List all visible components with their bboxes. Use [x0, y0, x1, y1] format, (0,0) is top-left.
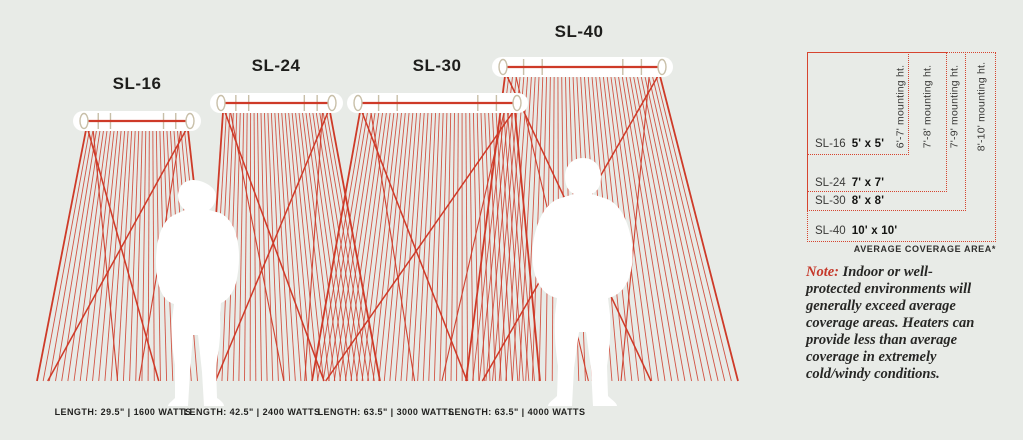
note-line: Note: Indoor or well-	[806, 264, 933, 280]
coverage-model-sl-30: SL-30	[815, 195, 846, 207]
fan-sl-30	[311, 111, 541, 382]
coverage-box-sl-16	[807, 52, 909, 155]
fan-sl-24	[204, 111, 381, 382]
note-label: Note:	[806, 264, 840, 280]
mounting-height-sl-30: 7'-9' mounting ht.	[948, 64, 961, 149]
spec-label-sl-40: LENGTH: 63.5" | 4000 WATTS	[448, 407, 586, 417]
heater-fixture-sl-40	[492, 57, 673, 77]
coverage-size-sl-16: 5' x 5'	[851, 138, 885, 150]
heater-label-sl-16: SL-16	[112, 74, 162, 93]
coverage-model-sl-24: SL-24	[815, 177, 846, 189]
heater-fixture-sl-16	[73, 111, 201, 131]
note-block: Note: Indoor or well- protected environm…	[806, 264, 1002, 383]
heater-label-sl-30: SL-30	[412, 56, 462, 75]
coverage-size-sl-30: 8' x 8'	[851, 195, 885, 207]
note-line: coverage areas. Heaters can	[806, 315, 975, 331]
note-line: generally exceed average	[806, 298, 956, 314]
spec-label-sl-24: LENGTH: 42.5" | 2400 WATTS	[183, 407, 321, 417]
spec-label-sl-16: LENGTH: 29.5" | 1600 WATTS	[54, 407, 192, 417]
coverage-label-sl-16: SL-16 5' x 5'	[815, 138, 884, 150]
mounting-height-sl-40: 8'-10' mounting ht.	[975, 61, 988, 152]
coverage-size-sl-40: 10' x 10'	[851, 225, 898, 237]
note-line: provide less than average	[806, 332, 958, 348]
heater-label-sl-40: SL-40	[554, 22, 604, 41]
heater-fixture-sl-24	[210, 93, 343, 113]
coverage-label-sl-24: SL-24 7' x 7'	[815, 177, 884, 189]
coverage-model-sl-16: SL-16	[815, 138, 846, 150]
coverage-label-sl-30: SL-30 8' x 8'	[815, 195, 884, 207]
note-line: protected environments will	[806, 281, 972, 297]
person-silhouette-small	[155, 180, 240, 406]
note-line: coverage in extremely	[806, 349, 937, 365]
spec-label-sl-30: LENGTH: 63.5" | 3000 WATTS	[317, 407, 455, 417]
coverage-label-sl-40: SL-40 10' x 10'	[815, 225, 897, 237]
mounting-height-sl-16: 6'-7' mounting ht.	[894, 64, 907, 149]
note-line: cold/windy conditions.	[806, 366, 940, 382]
coverage-model-sl-40: SL-40	[815, 225, 846, 237]
heater-fixture-sl-30	[347, 93, 528, 113]
heater-label-sl-24: SL-24	[251, 56, 301, 75]
heater-fixtures	[73, 57, 673, 131]
coverage-footnote: AVERAGE COVERAGE AREA*	[853, 244, 996, 254]
person-silhouette-large	[532, 158, 633, 406]
mounting-height-sl-24: 7'-8' mounting ht.	[921, 64, 934, 149]
coverage-size-sl-24: 7' x 7'	[851, 177, 885, 189]
